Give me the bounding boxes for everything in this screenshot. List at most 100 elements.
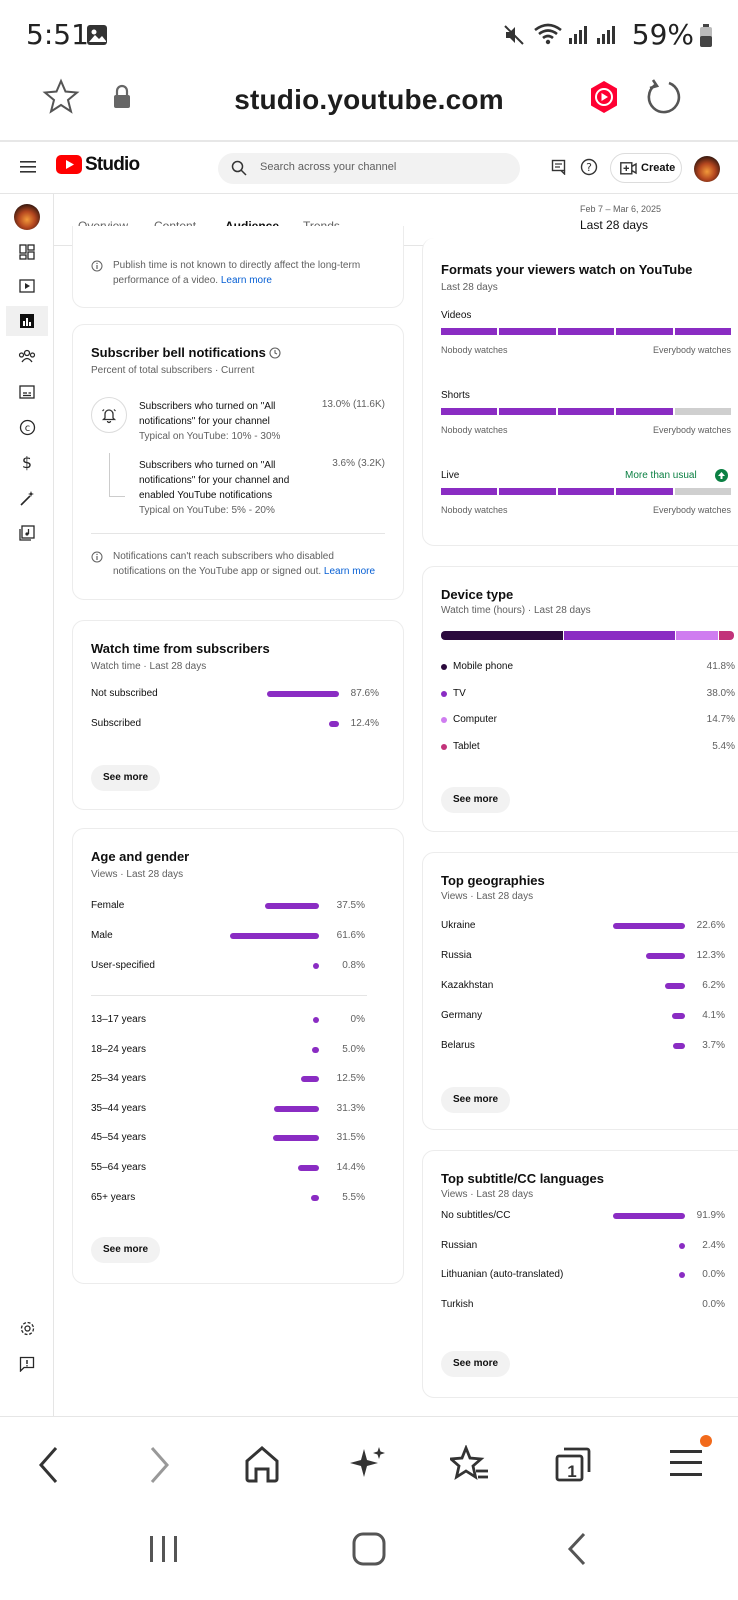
reload-icon[interactable] — [645, 78, 681, 121]
age-row-value: 31.3% — [336, 1102, 365, 1114]
device-bar-segment — [675, 631, 718, 640]
create-label: Create — [641, 162, 676, 174]
youtube-studio-app-icon[interactable] — [589, 80, 619, 119]
watch-time-subs-card: Watch time from subscribers Watch time ·… — [72, 620, 404, 810]
community-icon[interactable] — [17, 346, 37, 366]
tab-count: 1 — [567, 1462, 577, 1481]
format-row-label: Shorts — [441, 390, 470, 401]
customization-wand-icon[interactable] — [17, 488, 37, 508]
analytics-icon[interactable] — [17, 311, 37, 331]
age-row-value: 0% — [350, 1014, 365, 1025]
url-text[interactable]: studio.youtube.com — [234, 84, 504, 115]
ai-sparkle-icon[interactable] — [350, 1445, 386, 1488]
device-legend-dot — [441, 744, 447, 751]
device-subtitle: Watch time (hours) · Last 28 days — [441, 605, 591, 616]
geo-row-value: 22.6% — [696, 920, 725, 931]
copyright-icon[interactable]: c — [17, 417, 37, 437]
device-type-card: Device type Watch time (hours) · Last 28… — [422, 566, 738, 832]
age-gender-see-more-button[interactable]: See more — [91, 1237, 161, 1263]
settings-gear-icon[interactable] — [17, 1318, 37, 1338]
date-range-label[interactable]: Last 28 days — [580, 218, 649, 232]
watch-subs-see-more-button[interactable]: See more — [91, 765, 161, 791]
forward-icon[interactable] — [146, 1445, 172, 1490]
watch-subs-row-value: 12.4% — [350, 718, 379, 729]
format-scale-left: Nobody watches — [441, 505, 508, 515]
subtitles-see-more-button[interactable]: See more — [441, 1351, 511, 1377]
search-icon — [231, 160, 247, 181]
watch-subs-row-label: Subscribed — [91, 718, 142, 729]
audio-library-icon[interactable] — [17, 523, 37, 543]
channel-avatar[interactable] — [694, 156, 720, 182]
earn-dollar-icon[interactable]: $ — [17, 452, 37, 472]
subtitles-icon[interactable] — [17, 382, 37, 402]
geo-row-label: Russia — [441, 950, 472, 961]
notification-dot — [700, 1435, 712, 1447]
format-row-segment — [616, 328, 673, 335]
watch-subs-row-bar — [328, 721, 339, 727]
bookmark-star-icon[interactable] — [42, 78, 80, 121]
watch-subs-row-label: Not subscribed — [91, 688, 158, 699]
format-scale-left: Nobody watches — [441, 345, 508, 355]
subtitle-row-bar — [613, 1213, 685, 1219]
publish-note-learn-more[interactable]: Learn more — [220, 275, 272, 286]
subtitle-row-value: 91.9% — [696, 1210, 725, 1221]
back-icon[interactable] — [36, 1445, 62, 1490]
age-row-label: 25–34 years — [91, 1073, 147, 1085]
format-row-segment — [441, 408, 498, 415]
bell-note-learn-more[interactable]: Learn more — [323, 566, 376, 577]
age-row-value: 31.5% — [336, 1132, 365, 1144]
date-range-text[interactable]: Feb 7 – Mar 6, 2025 — [580, 204, 662, 214]
search-bar[interactable]: Search across your channel — [218, 153, 520, 184]
age-row-label: 35–44 years — [91, 1102, 147, 1114]
content-icon[interactable] — [17, 276, 37, 296]
age-row-value: 5.0% — [342, 1043, 365, 1055]
format-scale-right: Everybody watches — [653, 345, 732, 355]
bookmarks-star-icon[interactable] — [447, 1444, 490, 1488]
format-row-segment — [557, 488, 615, 495]
bell-row2-value: 3.6% (3.2K) — [332, 458, 385, 469]
system-home-icon[interactable] — [352, 1532, 386, 1571]
youtube-logo-icon[interactable] — [56, 155, 82, 179]
device-see-more-button[interactable]: See more — [441, 787, 511, 813]
publish-note-card: Publish time is not known to directly af… — [72, 226, 404, 308]
watch-subs-row-value: 87.6% — [350, 688, 379, 699]
menu-hamburger-icon[interactable] — [20, 160, 36, 179]
bell-row2-typical: Typical on YouTube: 5% - 20% — [139, 505, 275, 516]
menu-icon[interactable] — [670, 1447, 704, 1484]
age-row-bar — [298, 1165, 319, 1171]
device-legend-dot — [441, 690, 447, 697]
format-row-segment — [499, 328, 556, 335]
geo-row-value: 3.7% — [702, 1040, 725, 1051]
format-scale-left: Nobody watches — [441, 425, 508, 435]
bell-row1-value: 13.0% (11.6K) — [321, 399, 385, 410]
send-feedback-icon[interactable] — [17, 1354, 37, 1374]
gender-row-value: 61.6% — [336, 930, 365, 941]
bell-title: Subscriber bell notifications — [91, 345, 266, 360]
device-legend-label: TV — [453, 687, 466, 699]
geo-row-label: Ukraine — [441, 920, 476, 931]
bell-row2-text: Subscribers who turned on "All notificat… — [139, 460, 290, 516]
create-button[interactable]: Create — [610, 153, 682, 183]
format-row-segment — [674, 328, 731, 335]
recent-apps-icon[interactable] — [148, 1534, 180, 1569]
geo-title: Top geographies — [441, 873, 545, 888]
feedback-comment-icon[interactable] — [551, 159, 567, 180]
publish-note-text: Publish time is not known to directly af… — [113, 260, 361, 286]
geo-row-bar — [673, 1043, 685, 1049]
dashboard-icon[interactable] — [17, 242, 37, 262]
tabs-switcher-icon[interactable] — [554, 1445, 592, 1488]
formats-subtitle: Last 28 days — [441, 282, 498, 293]
history-clock-icon[interactable] — [269, 346, 281, 364]
system-back-icon[interactable] — [566, 1532, 588, 1571]
watch-subs-title: Watch time from subscribers — [91, 641, 270, 656]
help-icon[interactable]: ? — [580, 158, 598, 181]
geo-see-more-button[interactable]: See more — [441, 1087, 511, 1113]
mute-icon — [503, 24, 525, 51]
gender-row-bar — [264, 903, 319, 909]
subtitles-title: Top subtitle/CC languages — [441, 1171, 604, 1186]
gender-row-dot — [313, 963, 319, 969]
age-row-bar — [300, 1076, 319, 1083]
rail-channel-avatar[interactable] — [14, 204, 40, 230]
home-icon[interactable] — [244, 1445, 280, 1488]
age-row-bar — [311, 1046, 319, 1053]
